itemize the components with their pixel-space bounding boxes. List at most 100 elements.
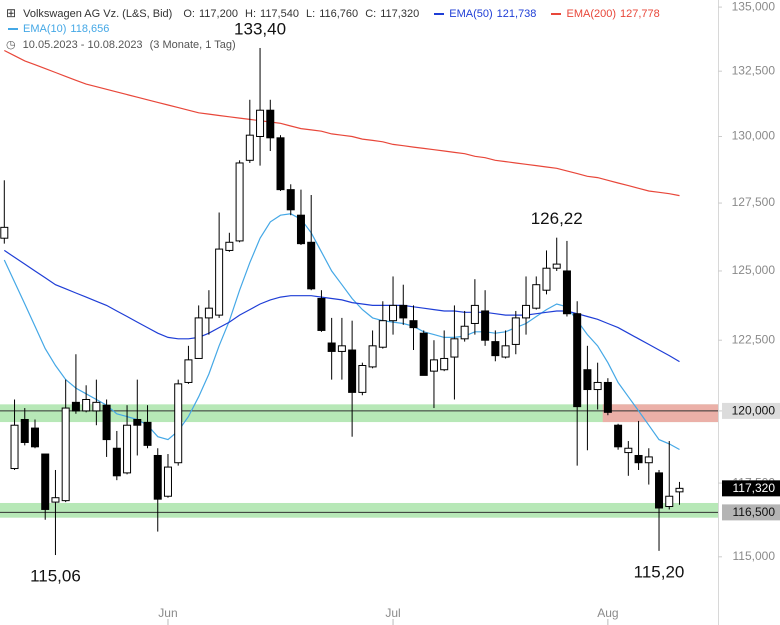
candle-body xyxy=(542,267,551,291)
x-tick-label: Aug xyxy=(597,606,618,620)
candle-body xyxy=(665,495,674,508)
candle-body xyxy=(460,325,469,340)
title: Volkswagen AG Vz. (L&S, Bid) xyxy=(23,8,173,20)
candle-body xyxy=(429,359,438,372)
candle-body xyxy=(82,398,91,412)
candle-body xyxy=(71,401,80,412)
ohlc-value: 117,320 xyxy=(380,8,420,20)
price-tag-label: 120,000 xyxy=(732,404,776,418)
legend-name: EMA(10) xyxy=(23,23,67,35)
plot xyxy=(0,47,684,556)
candle-body xyxy=(624,447,633,454)
legend-name: EMA(50) xyxy=(449,8,493,20)
candle-body xyxy=(41,453,50,510)
candle-body xyxy=(491,341,500,357)
annotation: 133,40 xyxy=(234,19,286,38)
candle-body xyxy=(30,427,39,448)
candle-body xyxy=(501,345,510,358)
candle-body xyxy=(276,137,285,191)
candle-body xyxy=(112,447,121,477)
candle-body xyxy=(378,320,387,348)
ohlc-value: 116,760 xyxy=(319,8,359,20)
legend-swatch xyxy=(434,13,445,16)
candle-body xyxy=(245,134,254,161)
candle-body xyxy=(399,304,408,319)
candle-body xyxy=(102,404,111,441)
ohlc-name: C: xyxy=(365,8,377,20)
candle-body xyxy=(20,418,29,443)
candle-body xyxy=(337,345,346,352)
candle-body xyxy=(92,401,101,412)
candle-body xyxy=(583,369,592,391)
ohlc-value: 117,540 xyxy=(260,8,299,20)
candle-body xyxy=(184,359,193,383)
candle-body xyxy=(51,497,60,503)
header-row: EMA(10) 118,656 xyxy=(8,21,113,37)
y-tick-label: 122,500 xyxy=(732,332,776,346)
candle-body xyxy=(296,214,305,245)
candle-body xyxy=(603,381,612,413)
legend-value: 127,778 xyxy=(620,8,660,20)
candle-body xyxy=(522,304,531,319)
candle-body xyxy=(215,248,224,316)
candle-body xyxy=(256,109,265,137)
candle-body xyxy=(440,357,449,371)
annotation: 115,20 xyxy=(634,562,685,581)
candle-body xyxy=(552,263,561,269)
candle-body xyxy=(389,304,398,322)
highlight-band xyxy=(602,404,718,423)
y-tick-label: 132,500 xyxy=(732,63,776,77)
candle-body xyxy=(532,284,541,309)
candle-body xyxy=(10,424,19,470)
candle-body xyxy=(133,418,142,426)
candle-body xyxy=(573,313,582,408)
candle-body xyxy=(481,310,490,341)
ohlc-name: O: xyxy=(183,8,195,20)
header-row: ◷ 10.05.2023 - 10.08.2023 (3 Monate, 1 T… xyxy=(6,37,240,53)
price-tag xyxy=(722,504,780,521)
candle-body xyxy=(123,424,132,474)
candle-body xyxy=(61,407,70,502)
candle-body xyxy=(593,381,602,391)
candle-body xyxy=(194,317,203,359)
price-tag xyxy=(722,480,780,497)
candle-body xyxy=(0,226,9,239)
candle-body xyxy=(348,349,357,393)
y-tick-label: 125,000 xyxy=(732,263,776,277)
candle-body xyxy=(266,109,275,139)
candle-body xyxy=(174,383,183,464)
x-tick-label: Jun xyxy=(158,606,177,620)
candle-body xyxy=(368,345,377,368)
candle-body xyxy=(470,304,479,324)
candle-body xyxy=(286,189,295,211)
y-tick-label: 115,000 xyxy=(733,549,776,563)
candle-body xyxy=(614,424,623,448)
header-row: ⊞ Volkswagen AG Vz. (L&S, Bid) O: 117,200… xyxy=(6,5,664,22)
y-tick-label: 135,000 xyxy=(732,0,776,13)
candle-body xyxy=(419,332,428,376)
period-note: (3 Monate, 1 Tag) xyxy=(149,39,236,51)
candle-body xyxy=(317,297,326,331)
period: 10.05.2023 - 10.08.2023 xyxy=(22,39,143,51)
legend-value: 121,738 xyxy=(496,8,537,20)
legend-value: 118,656 xyxy=(70,23,110,35)
legend-swatch xyxy=(551,13,562,16)
candle-body xyxy=(204,307,213,319)
candle-body xyxy=(153,454,162,500)
x-tick-label: Jul xyxy=(385,606,400,620)
price-tag-label: 116,500 xyxy=(733,505,776,519)
level-band xyxy=(0,502,718,518)
candle-body xyxy=(143,421,152,446)
candle-body xyxy=(163,466,172,497)
ohlc-name: L: xyxy=(306,8,316,20)
ohlc-value: 117,200 xyxy=(199,8,238,20)
annotation: 115,06 xyxy=(30,567,81,586)
candle-body xyxy=(634,454,643,464)
price-tag xyxy=(722,402,780,419)
candle-body xyxy=(327,342,336,352)
candle-body xyxy=(644,456,653,464)
ema-line xyxy=(4,49,680,197)
icon: ⊞ xyxy=(6,6,17,20)
